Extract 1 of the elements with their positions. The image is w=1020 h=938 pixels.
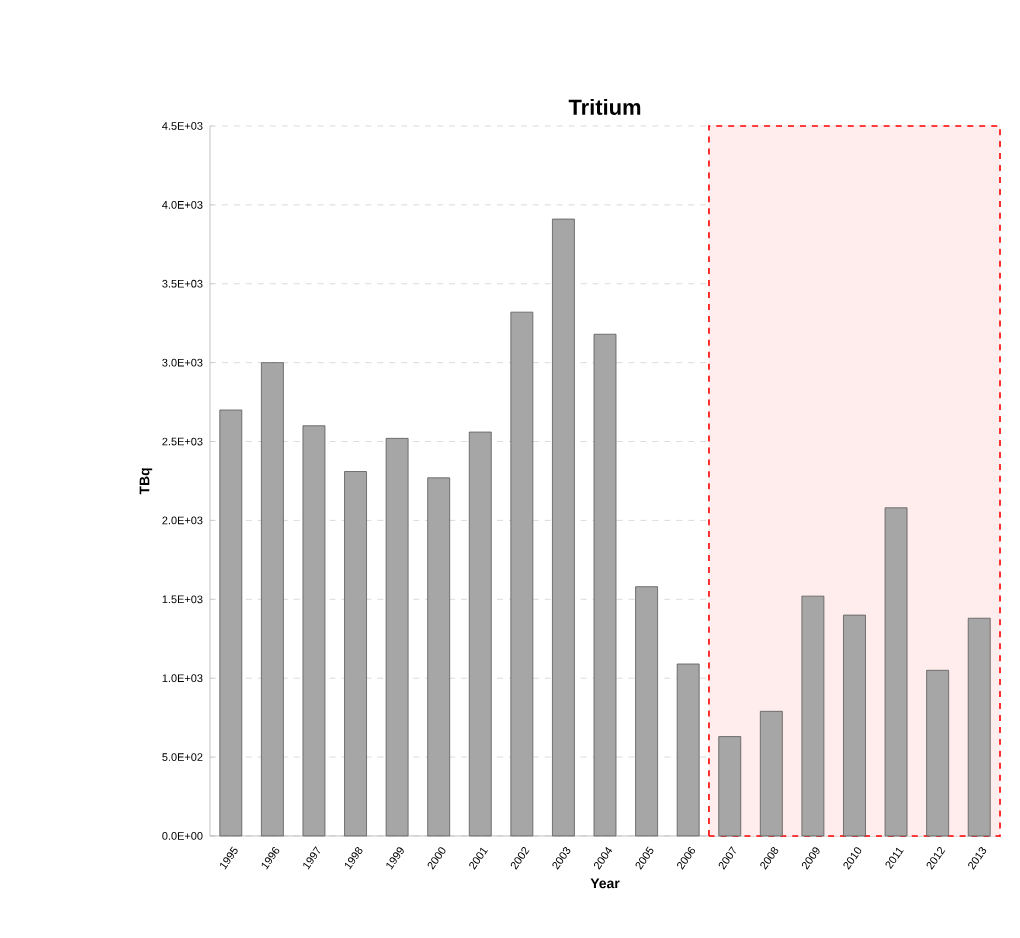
chart-title: Tritium <box>568 98 641 115</box>
